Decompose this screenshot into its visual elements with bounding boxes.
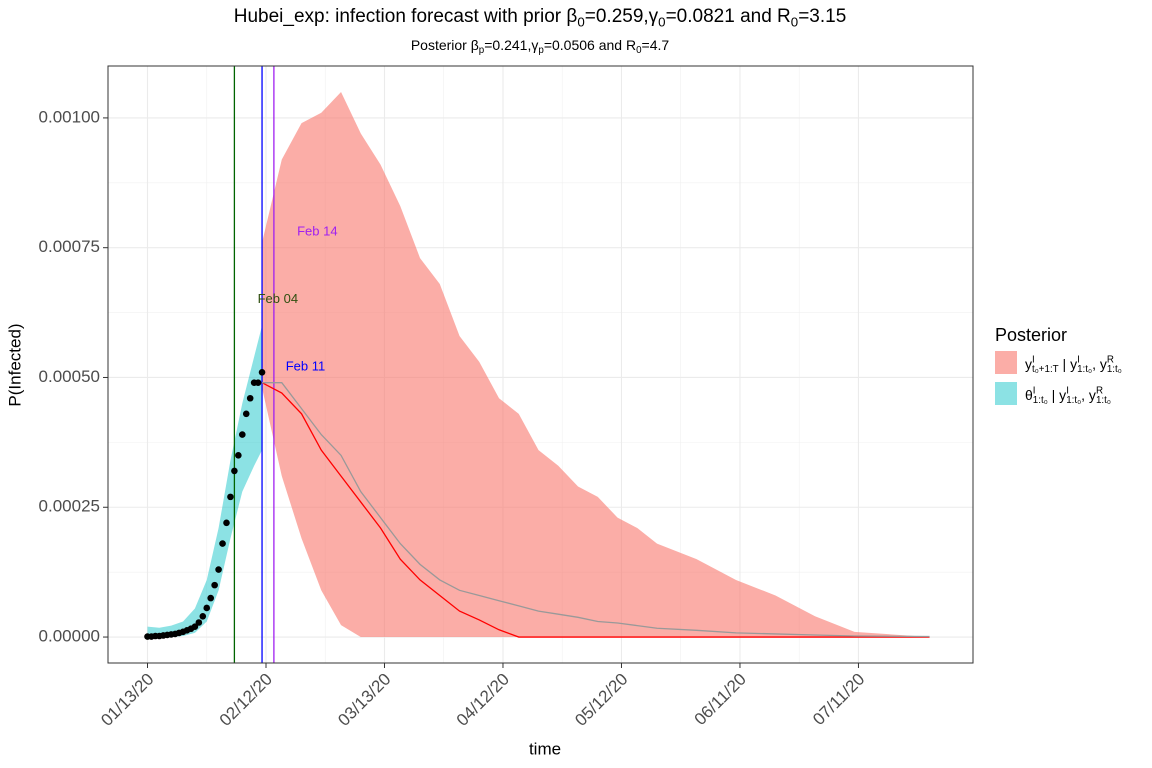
text-part: 0: [791, 14, 798, 29]
point: [215, 566, 222, 573]
point: [254, 379, 262, 386]
text-part: 1:t₀: [1107, 364, 1122, 375]
x-tick-label: 02/12/20: [216, 670, 276, 730]
text-part: y: [1025, 356, 1032, 372]
text-part: 0: [658, 14, 665, 29]
point: [235, 452, 242, 459]
text-part: =0.0506 and R: [544, 37, 636, 53]
text-part: I: [1033, 385, 1036, 396]
point: [223, 519, 230, 527]
point: [199, 612, 207, 620]
text-part: Posterior β: [411, 37, 479, 53]
ribbon: [147, 325, 263, 638]
x-tick-label: 01/13/20: [97, 670, 157, 730]
text-part: Hubei_exp: infection forecast with prior…: [234, 6, 578, 27]
text-part: 1:t₀: [1033, 395, 1048, 406]
text-part: =4.7: [642, 37, 670, 53]
point: [219, 540, 226, 547]
text-part: I: [1032, 354, 1035, 365]
x-axis-label: time: [529, 739, 561, 758]
point: [203, 604, 211, 612]
point: [195, 619, 203, 626]
text-part: , y: [1081, 387, 1096, 403]
text-part: =0.241,γ: [484, 37, 538, 53]
text-part: =3.15: [798, 6, 846, 27]
x-tick-label: 03/13/20: [334, 670, 394, 730]
line: [262, 382, 930, 638]
point: [227, 493, 234, 501]
point: [207, 594, 214, 602]
legend-title: Posterior: [995, 325, 1067, 345]
text-part: , y: [1092, 356, 1107, 372]
x-tick-label: 05/12/20: [571, 670, 631, 730]
legend-key: [995, 382, 1017, 405]
text-part: | y: [1059, 356, 1077, 372]
legend-key: [995, 351, 1017, 374]
annotation: Feb 04: [258, 291, 298, 306]
annotation: Feb 11: [286, 359, 326, 374]
point: [231, 467, 238, 475]
text-part: 1:t₀: [1077, 364, 1092, 375]
x-tick-label: 04/12/20: [453, 670, 513, 730]
point: [258, 368, 266, 376]
plot-border: [107, 65, 974, 664]
x-tick-label: 06/11/20: [691, 670, 750, 729]
ribbon: [262, 91, 930, 638]
y-tick-label: 0.00000: [39, 627, 100, 646]
y-tick-label: 0.00025: [39, 497, 100, 516]
text-part: =0.0821 and R: [666, 6, 791, 27]
x-tick-label: 07/11/20: [809, 670, 868, 729]
y-axis-label: P(Infected): [5, 323, 24, 406]
text-part: 0: [636, 45, 642, 56]
point: [238, 431, 246, 438]
y-tick-label: 0.00100: [39, 107, 100, 126]
text-part: R: [1107, 354, 1114, 365]
y-tick-label: 0.00075: [39, 237, 100, 256]
text-part: t₀+1:T: [1032, 364, 1059, 375]
text-part: =0.259,γ: [585, 6, 659, 27]
text-part: θ: [1025, 387, 1033, 403]
text-part: | y: [1048, 387, 1066, 403]
chart-subtitle: Posterior βp=0.241,γp=0.0506 and R0=4.7: [411, 37, 670, 56]
text-part: I: [1066, 385, 1069, 396]
point: [242, 410, 250, 418]
text-part: p: [479, 45, 485, 56]
chart-title: Hubei_exp: infection forecast with prior…: [234, 6, 847, 29]
text-part: 1:t₀: [1096, 395, 1111, 406]
text-part: 1:t₀: [1066, 395, 1081, 406]
point: [211, 581, 218, 589]
text-part: 0: [577, 14, 584, 29]
text-part: p: [538, 45, 544, 56]
text-part: I: [1077, 354, 1080, 365]
y-tick-label: 0.00050: [39, 367, 100, 386]
point: [246, 394, 254, 402]
annotation: Feb 14: [297, 224, 337, 239]
point: [191, 623, 199, 630]
legend-label: yI t₀+1:T | yI 1:t₀, yR 1:t₀: [1025, 354, 1122, 375]
legend-label: θI 1:t₀ | yI 1:t₀, yR 1:t₀: [1025, 385, 1111, 406]
text-part: R: [1096, 385, 1103, 396]
line: [261, 382, 930, 638]
